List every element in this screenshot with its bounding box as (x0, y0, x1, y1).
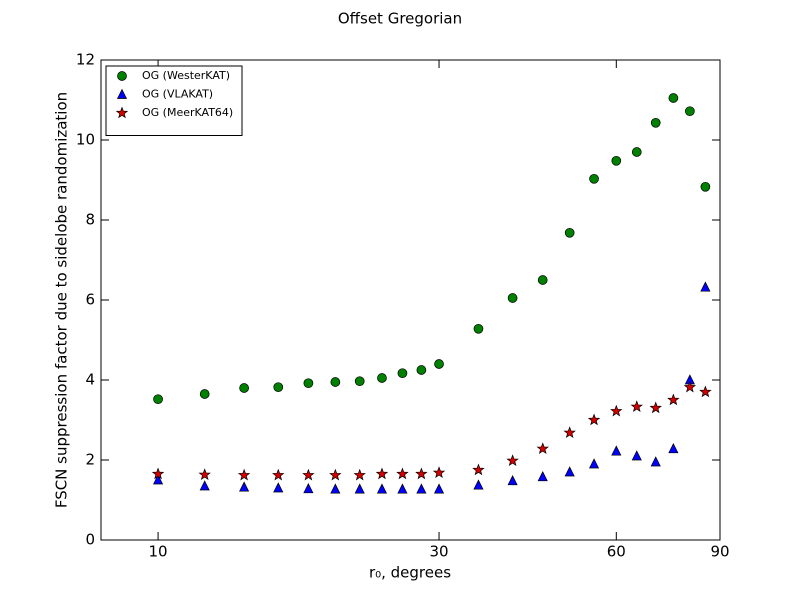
marker-star (699, 385, 712, 398)
x-axis-label: r₀, degrees (369, 564, 451, 582)
marker-circle (434, 359, 444, 369)
x-tick-label: 90 (710, 543, 729, 561)
y-tick-label: 8 (85, 211, 95, 229)
y-tick-label: 2 (85, 451, 95, 469)
y-tick-label: 4 (85, 371, 95, 389)
marker-triangle (116, 88, 128, 99)
y-tick-label: 10 (76, 131, 95, 149)
marker-triangle (239, 481, 250, 492)
legend-label: OG (MeerKAT64) (142, 106, 233, 119)
y-axis-label: FSCN suppression factor due to sidelobe … (53, 92, 71, 508)
marker-triangle (650, 456, 661, 467)
x-tick-label: 30 (429, 543, 448, 561)
marker-circle (397, 368, 408, 379)
marker-star (610, 404, 623, 417)
marker-star (302, 468, 315, 481)
marker-star (432, 466, 446, 479)
marker-star (151, 467, 165, 480)
marker-circle (537, 275, 548, 285)
marker-circle (473, 323, 484, 334)
marker-triangle (153, 474, 164, 485)
marker-triangle (700, 281, 711, 292)
marker-star (630, 400, 643, 413)
y-tick-label: 0 (85, 531, 95, 549)
marker-triangle (330, 483, 341, 494)
marker-star (198, 468, 211, 481)
marker-circle (564, 227, 575, 238)
marker-star (396, 467, 409, 480)
legend: OG (WesterKAT) OG (VLAKAT) OG (MeerKAT64) (105, 65, 243, 136)
marker-triangle (433, 483, 445, 494)
marker-triangle (537, 471, 548, 482)
legend-label: OG (VLAKAT) (142, 88, 213, 101)
marker-star (649, 401, 662, 414)
marker-circle (199, 389, 210, 399)
marker-triangle (397, 483, 408, 494)
marker-circle (354, 376, 365, 387)
marker-star (667, 393, 680, 406)
marker-star (506, 454, 519, 467)
marker-triangle (564, 466, 575, 477)
marker-triangle (273, 482, 284, 493)
x-tick-label: 60 (607, 543, 626, 561)
marker-star (563, 426, 576, 439)
marker-triangle (668, 443, 679, 454)
chart-title: Offset Gregorian (338, 10, 462, 28)
marker-circle (303, 378, 314, 389)
marker-circle (273, 382, 284, 393)
marker-circle (153, 394, 163, 405)
y-tick-label: 6 (85, 291, 95, 309)
y-tick-label: 12 (76, 51, 95, 69)
marker-circle (239, 383, 249, 393)
legend-box (105, 65, 243, 136)
marker-circle (117, 71, 127, 81)
marker-star (587, 413, 601, 426)
marker-circle (631, 147, 642, 157)
marker-star (272, 468, 285, 481)
marker-circle (589, 173, 599, 184)
marker-star (536, 442, 549, 455)
marker-triangle (631, 450, 642, 461)
marker-circle (377, 373, 387, 383)
marker-circle (507, 293, 518, 303)
marker-star (683, 380, 697, 393)
marker-star (329, 468, 342, 481)
marker-star (115, 106, 129, 119)
marker-triangle (507, 475, 518, 486)
marker-circle (700, 181, 711, 192)
marker-star (415, 467, 428, 480)
marker-circle (611, 155, 622, 166)
x-tick-label: 10 (149, 543, 168, 561)
marker-circle (668, 93, 679, 103)
marker-triangle (611, 445, 622, 456)
marker-star (353, 468, 366, 481)
marker-triangle (199, 480, 210, 491)
marker-triangle (473, 479, 484, 490)
marker-circle (330, 377, 341, 387)
marker-circle (685, 106, 695, 117)
marker-triangle (303, 483, 314, 494)
marker-circle (416, 365, 427, 375)
legend-label: OG (WesterKAT) (142, 69, 230, 82)
marker-circle (650, 117, 661, 128)
marker-star (472, 463, 485, 476)
marker-triangle (376, 483, 388, 494)
marker-star (375, 467, 389, 480)
marker-star (237, 468, 251, 481)
marker-triangle (588, 458, 600, 469)
marker-triangle (354, 483, 365, 494)
marker-triangle (416, 483, 427, 494)
